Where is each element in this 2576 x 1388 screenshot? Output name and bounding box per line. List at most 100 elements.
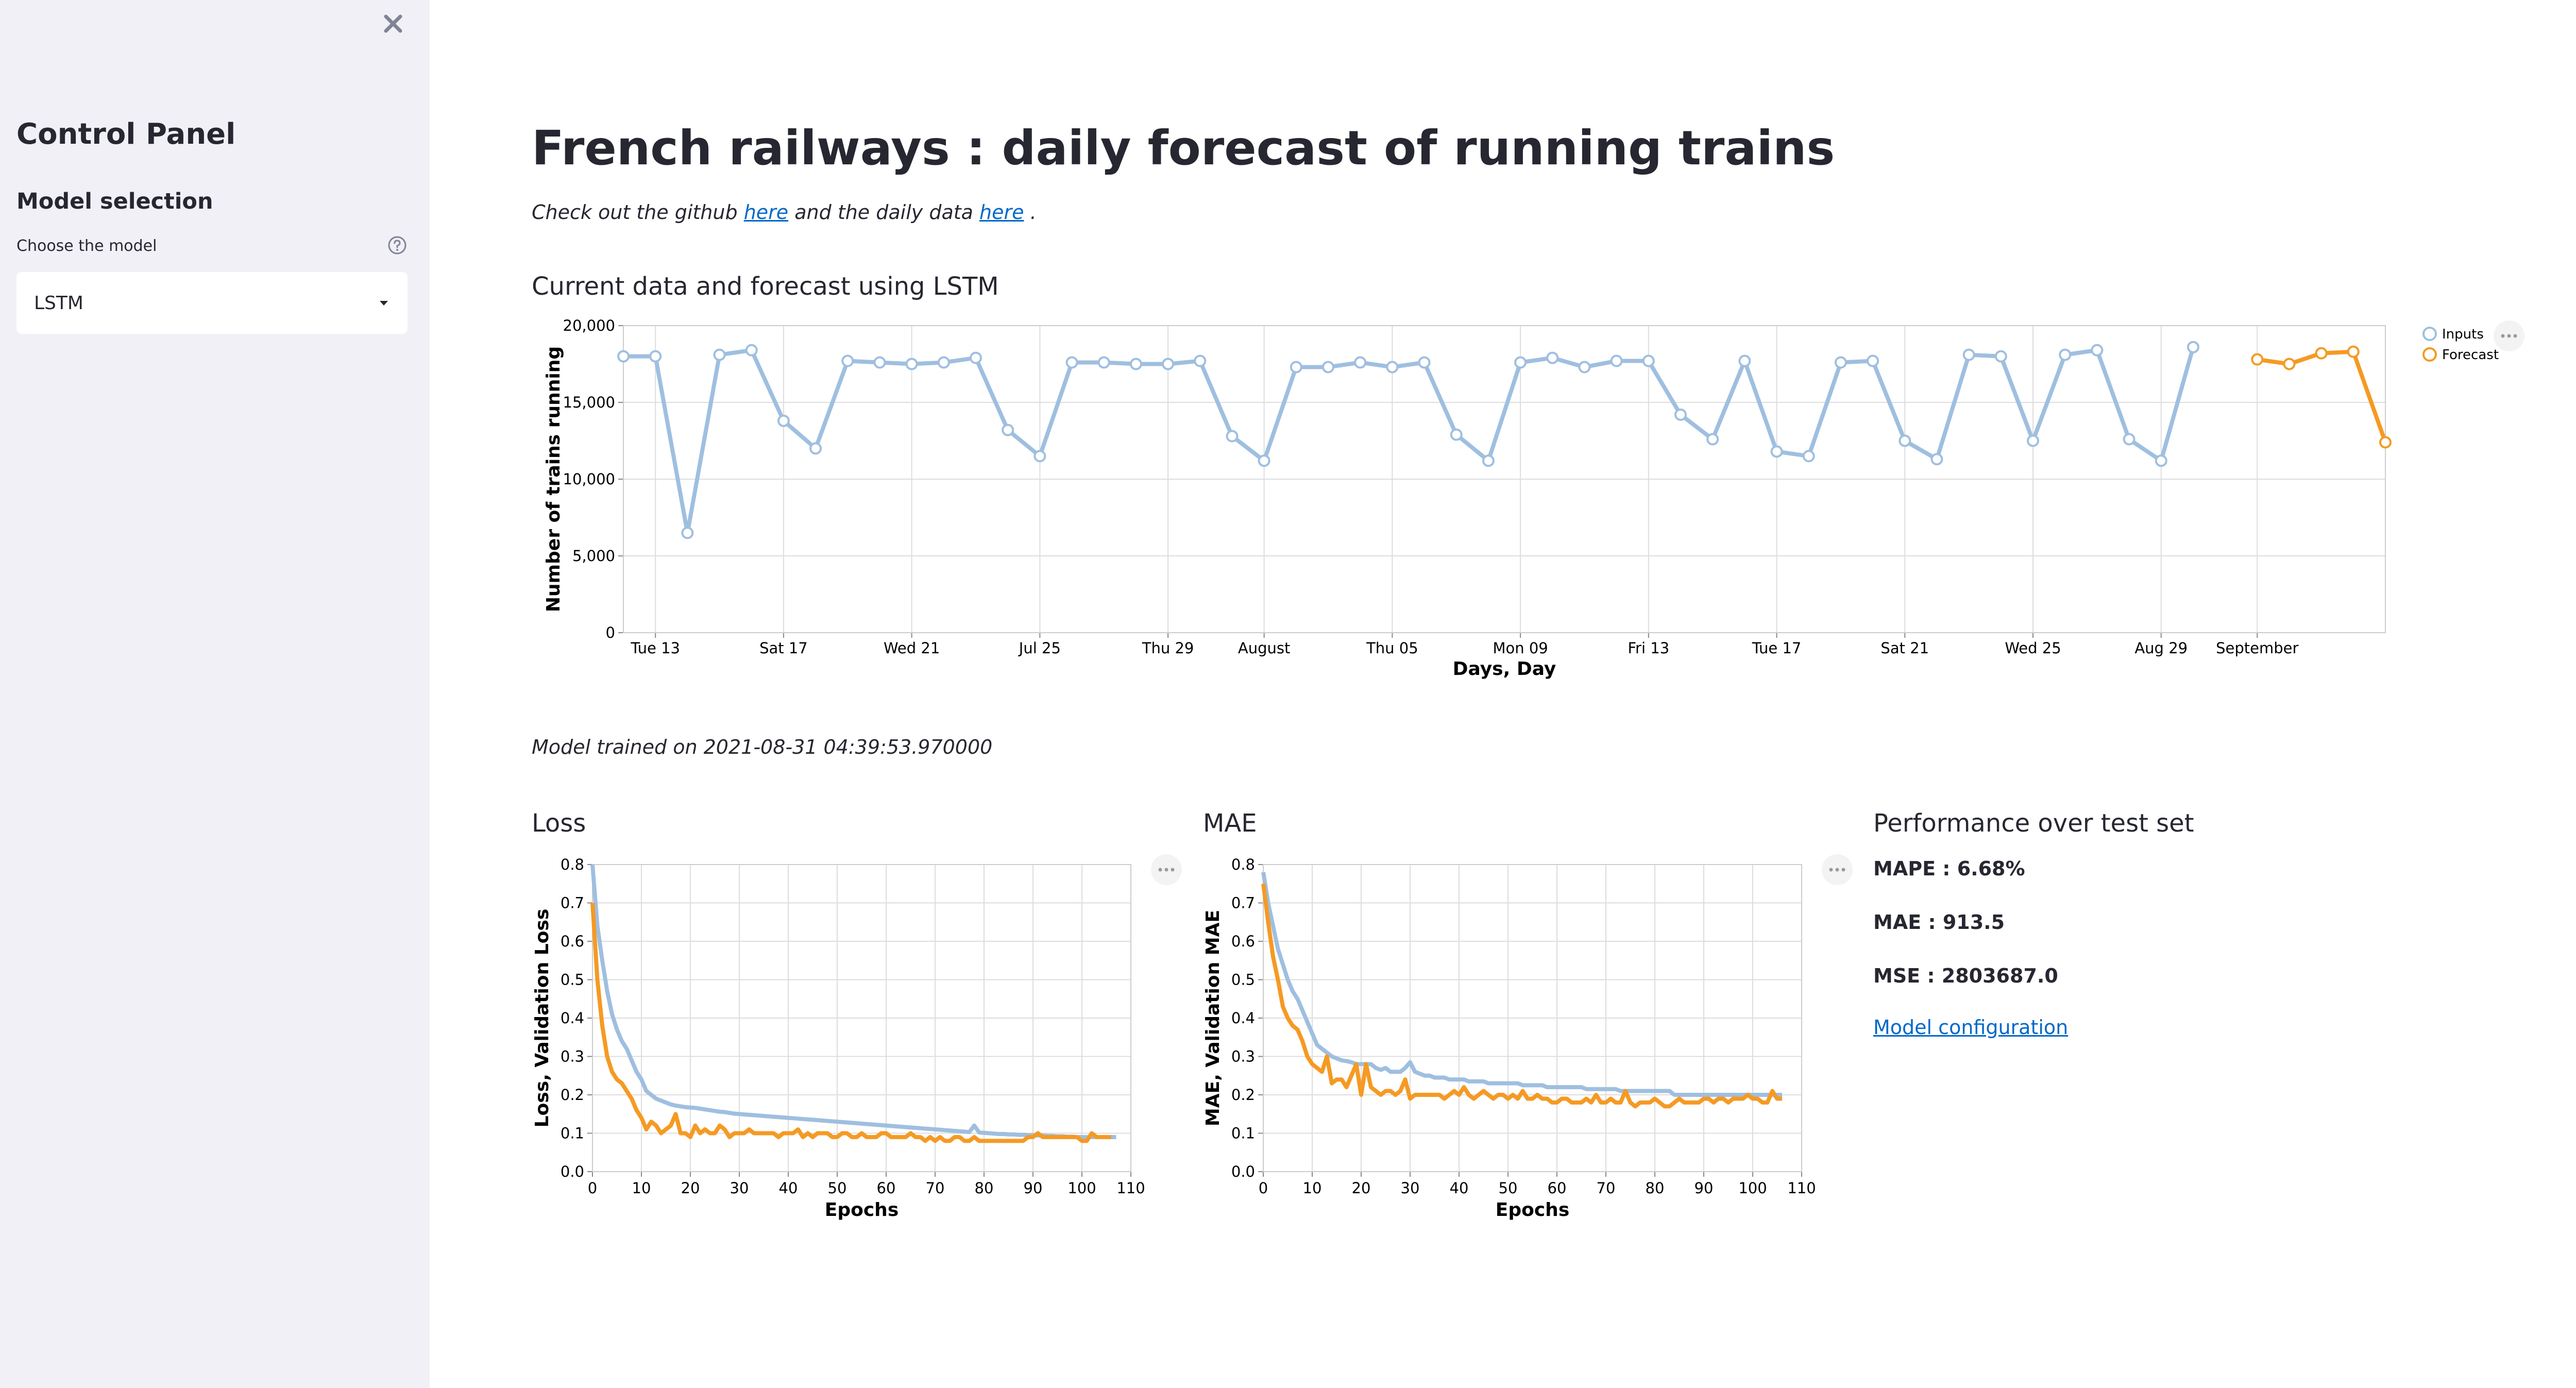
x-tick-label: 60 — [877, 1179, 896, 1197]
more-options-button[interactable] — [1151, 854, 1182, 885]
model-selection-heading: Model selection — [16, 189, 213, 214]
data-point — [2027, 434, 2039, 447]
x-tick-label: Wed 25 — [2005, 639, 2061, 657]
more-options-button[interactable] — [1822, 854, 1853, 885]
model-select[interactable]: LSTM — [16, 272, 408, 334]
series-line — [1261, 883, 1782, 1109]
x-axis-title: Epochs — [825, 1199, 899, 1221]
x-tick-label: 30 — [1401, 1179, 1420, 1197]
data-point — [970, 351, 982, 364]
data-point — [937, 356, 950, 369]
data-point — [1770, 445, 1783, 458]
x-tick-label: 10 — [1303, 1179, 1322, 1197]
data-point — [2283, 358, 2296, 370]
mse-value: MSE : 2803687.0 — [1873, 964, 2058, 987]
y-tick-label: 0.0 — [561, 1163, 584, 1180]
data-point — [1194, 354, 1207, 367]
data-point — [1418, 356, 1431, 369]
x-tick-label: Sat 21 — [1880, 639, 1929, 657]
intro-text: Check out the github here and the daily … — [532, 201, 1037, 224]
legend-symbol — [2422, 347, 2437, 362]
series-line — [590, 864, 1116, 1139]
x-tick-label: 30 — [730, 1179, 749, 1197]
y-tick-label: 0.4 — [561, 1009, 584, 1027]
x-tick-label: September — [2216, 639, 2298, 657]
more-dot-icon — [2501, 334, 2505, 338]
plot-frame — [623, 325, 2386, 633]
data-point — [2123, 433, 2136, 446]
y-tick-label: 15,000 — [563, 394, 615, 411]
data-point — [1354, 356, 1367, 369]
data-point — [1514, 356, 1527, 369]
data-point — [1674, 408, 1687, 421]
y-tick-label: 0.8 — [1231, 856, 1255, 873]
close-sidebar-button[interactable] — [379, 9, 408, 38]
x-tick-label: 20 — [1352, 1179, 1371, 1197]
x-tick-label: 110 — [1116, 1179, 1145, 1197]
legend-symbol — [2422, 327, 2437, 341]
data-point — [1610, 354, 1623, 367]
data-point — [873, 356, 886, 369]
x-tick-label: 100 — [1067, 1179, 1096, 1197]
data-point — [1738, 354, 1751, 367]
model-select-label: Choose the model — [16, 237, 157, 255]
y-tick-label: 10,000 — [563, 470, 615, 488]
y-tick-label: 0.3 — [561, 1048, 584, 1065]
y-tick-label: 0.8 — [561, 856, 584, 873]
data-point — [2091, 344, 2104, 357]
x-tick-label: 100 — [1738, 1179, 1767, 1197]
x-tick-label: 60 — [1548, 1179, 1567, 1197]
data-point — [681, 527, 694, 539]
data-point — [1482, 454, 1495, 467]
y-tick-label: 0.1 — [1231, 1125, 1255, 1142]
y-axis-title: Number of trains running — [543, 346, 564, 612]
more-options-button[interactable] — [2494, 320, 2524, 351]
y-tick-label: 0.2 — [561, 1086, 584, 1104]
model-trained-text: Model trained on 2021-08-31 04:39:53.970… — [532, 736, 993, 758]
x-tick-label: 20 — [681, 1179, 700, 1197]
data-point — [1386, 361, 1399, 374]
data-point — [777, 414, 790, 427]
more-dot-icon — [1158, 868, 1162, 872]
x-tick-label: 40 — [779, 1179, 798, 1197]
y-tick-label: 0.0 — [1231, 1163, 1255, 1180]
data-point — [617, 350, 630, 363]
data-point — [1033, 450, 1046, 463]
forecast-chart: 0 5,000 10,000 15,000 20,000 Tue 13 Sat 17 Wed … — [543, 317, 2524, 680]
data-point — [1962, 348, 1975, 361]
model-select-value: LSTM — [34, 292, 83, 314]
mape-value: MAPE : 6.68% — [1873, 857, 2025, 880]
y-tick-label: 0.7 — [561, 894, 584, 912]
x-tick-label: 40 — [1450, 1179, 1469, 1197]
x-tick-label: Tue 13 — [630, 639, 680, 657]
data-point — [2059, 348, 2072, 361]
x-tick-label: Tue 17 — [1752, 639, 1802, 657]
data-point — [1867, 354, 1879, 367]
more-dot-icon — [1829, 868, 1833, 872]
x-tick-label: 70 — [1597, 1179, 1616, 1197]
x-axis-title: Epochs — [1496, 1199, 1570, 1221]
data-point — [1578, 361, 1591, 374]
series-line — [590, 903, 1111, 1143]
daily-data-link[interactable]: here — [979, 201, 1024, 224]
mae-chart: 0.0 0.1 0.2 0.3 0.4 0.5 0.6 0.7 0.8 0 10 20 30 40 50 60… — [1202, 854, 1853, 1221]
loss-heading: Loss — [532, 809, 586, 838]
x-tick-label: 50 — [1499, 1179, 1518, 1197]
x-tick-label: Fri 13 — [1628, 639, 1669, 657]
x-tick-label: 10 — [632, 1179, 651, 1197]
data-point — [745, 344, 758, 357]
data-point — [1065, 356, 1078, 369]
data-point — [1002, 424, 1014, 436]
data-point — [2379, 436, 2392, 449]
x-tick-label: Aug 29 — [2134, 639, 2188, 657]
github-link[interactable]: here — [743, 201, 789, 224]
model-configuration-link[interactable]: Model configuration — [1873, 1016, 2069, 1039]
series-line-forecast — [2257, 349, 2387, 443]
more-dot-icon — [1171, 868, 1175, 872]
x-tick-label: Wed 21 — [884, 639, 940, 657]
data-point — [809, 442, 822, 455]
x-tick-label: Sat 17 — [759, 639, 808, 657]
performance-heading: Performance over test set — [1873, 809, 2194, 838]
y-tick-label: 0.3 — [1231, 1048, 1255, 1065]
help-icon[interactable] — [387, 235, 407, 255]
